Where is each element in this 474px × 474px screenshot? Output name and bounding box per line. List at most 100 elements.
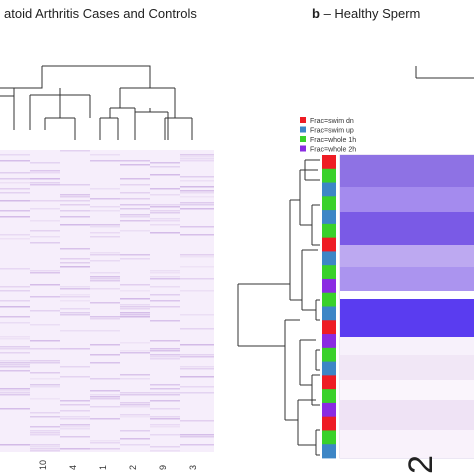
heatmap-a-cell: [180, 234, 214, 236]
heatmap-a-cell: [120, 220, 150, 222]
heatmap-a-cell: [0, 352, 30, 354]
heatmap-a-cell: [0, 210, 30, 212]
heatmap-a-cell: [180, 392, 214, 394]
heatmap-a-cell: [0, 360, 30, 362]
heatmap-a-cell: [0, 394, 30, 396]
heatmap-a-cell: [150, 232, 180, 234]
heatmap-a-cell: [150, 306, 180, 308]
heatmap-a-cell: [90, 278, 120, 280]
legend-swatch: [300, 145, 306, 152]
heatmap-a-cell: [150, 204, 180, 206]
heatmap-a-cell: [0, 348, 30, 350]
legend-swatch: [300, 117, 306, 123]
heatmap-a-cell: [0, 408, 30, 410]
annotation-cell: [322, 223, 336, 239]
heatmap-a-cell: [0, 366, 30, 368]
heatmap-a-cell: [30, 386, 60, 388]
heatmap-a-cell: [90, 280, 120, 282]
column-label: 1: [98, 465, 108, 470]
heatmap-a-cell: [60, 424, 90, 426]
heatmap-a-cell: [30, 450, 60, 452]
panel-a-heatmap: [0, 150, 214, 452]
heatmap-a-cell: [30, 398, 60, 400]
annotation-cell: [322, 375, 336, 390]
heatmap-a-cell: [60, 216, 90, 218]
column-label: 9: [158, 465, 168, 470]
heatmap-a-cell: [30, 384, 60, 386]
annotation-cell: [322, 168, 336, 183]
heatmap-a-cell: [30, 378, 60, 380]
heatmap-a-cell: [120, 316, 150, 318]
heatmap-a-cell: [60, 376, 90, 378]
heatmap-a-cell: [0, 362, 30, 364]
heatmap-a-cell: [150, 194, 180, 196]
heatmap-a-cell: [0, 238, 30, 240]
heatmap-a-cell: [150, 210, 180, 212]
heatmap-a-cell: [30, 184, 60, 186]
annotation-cell: [322, 320, 336, 335]
heatmap-a-cell: [150, 340, 180, 342]
heatmap-a-cell: [0, 154, 30, 156]
heatmap-a-cell: [30, 220, 60, 222]
heatmap-a-cell: [60, 262, 90, 264]
heatmap-b-band: [340, 380, 474, 400]
heatmap-a-cell: [120, 378, 150, 380]
heatmap-a-background: [0, 150, 214, 452]
heatmap-a-cell: [180, 196, 214, 198]
heatmap-a-cell: [60, 296, 90, 298]
heatmap-a-cell: [60, 400, 90, 402]
heatmap-a-cell: [0, 216, 30, 218]
heatmap-a-cell: [30, 362, 60, 364]
heatmap-a-cell: [60, 404, 90, 406]
heatmap-a-cell: [30, 208, 60, 210]
heatmap-a-cell: [30, 236, 60, 238]
panel-b-letter: b: [312, 6, 320, 21]
heatmap-a-cell: [150, 416, 180, 418]
heatmap-a-cell: [60, 210, 90, 212]
heatmap-a-cell: [60, 196, 90, 198]
heatmap-a-cell: [30, 412, 60, 414]
heatmap-a-cell: [30, 296, 60, 298]
heatmap-a-cell: [60, 330, 90, 332]
annotation-cell: [322, 430, 336, 445]
heatmap-a-cell: [0, 178, 30, 180]
heatmap-a-cell: [180, 160, 214, 162]
heatmap-b-band: [340, 337, 474, 355]
heatmap-a-cell: [90, 418, 120, 420]
heatmap-a-cell: [60, 258, 90, 260]
heatmap-a-cell: [30, 340, 60, 342]
heatmap-a-cell: [120, 184, 150, 186]
heatmap-a-cell: [60, 294, 90, 296]
heatmap-a-cell: [120, 414, 150, 416]
heatmap-a-cell: [150, 162, 180, 164]
heatmap-a-cell: [90, 362, 120, 364]
legend-label: Frac=whole 1h: [310, 137, 356, 144]
heatmap-a-cell: [120, 304, 150, 306]
heatmap-a-cell: [30, 446, 60, 448]
heatmap-a-cell: [180, 202, 214, 204]
legend-swatch: [300, 136, 306, 142]
heatmap-a-cell: [150, 270, 180, 272]
heatmap-a-cell: [30, 348, 60, 350]
heatmap-a-cell: [90, 198, 120, 200]
heatmap-a-cell: [60, 366, 90, 368]
annotation-cell: [322, 182, 336, 197]
heatmap-a-cell: [150, 206, 180, 208]
heatmap-a-cell: [90, 442, 120, 444]
heatmap-a-cell: [120, 204, 150, 206]
heatmap-a-cell: [60, 194, 90, 196]
heatmap-a-cell: [60, 448, 90, 450]
heatmap-a-cell: [30, 242, 60, 244]
heatmap-a-cell: [60, 416, 90, 418]
heatmap-a-cell: [180, 176, 214, 178]
heatmap-a-cell: [30, 284, 60, 286]
annotation-cell: [322, 361, 336, 376]
heatmap-a-cell: [0, 388, 30, 390]
heatmap-b-band: [340, 430, 474, 458]
panel-b-corner-glyph: 2: [402, 455, 440, 474]
heatmap-b-band: [340, 291, 474, 299]
heatmap-a-cell: [90, 260, 120, 262]
heatmap-b-band: [340, 187, 474, 212]
